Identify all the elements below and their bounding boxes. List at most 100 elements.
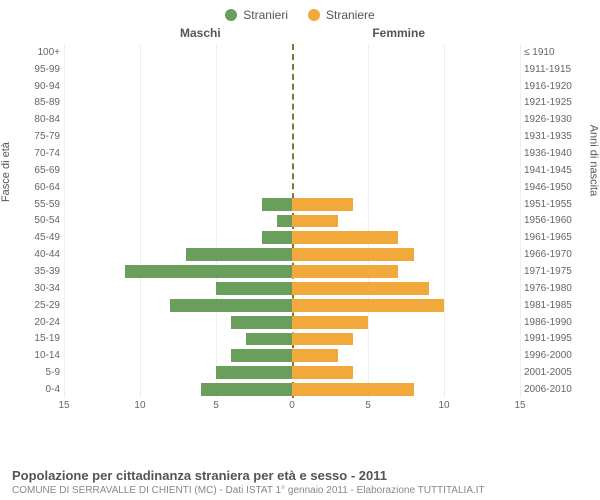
- chart-row: 5-92001-2005: [64, 364, 520, 381]
- chart-row: 75-791931-1935: [64, 128, 520, 145]
- legend-item-female: Straniere: [308, 8, 375, 22]
- chart-row: 70-741936-1940: [64, 145, 520, 162]
- swatch-male: [225, 9, 237, 21]
- bar-female: [292, 265, 398, 278]
- female-half: [292, 145, 520, 162]
- bar-male: [262, 198, 292, 211]
- male-half: [64, 246, 292, 263]
- female-half: [292, 297, 520, 314]
- bar-female: [292, 215, 338, 228]
- x-tick: 15: [58, 400, 69, 411]
- bar-male: [216, 282, 292, 295]
- birth-year-label: 1991-1995: [524, 333, 580, 344]
- chart-row: 55-591951-1955: [64, 196, 520, 213]
- chart-row: 45-491961-1965: [64, 229, 520, 246]
- female-half: [292, 381, 520, 398]
- birth-year-label: 1996-2000: [524, 350, 580, 361]
- male-half: [64, 179, 292, 196]
- chart: Maschi Femmine Fasce di età Anni di nasc…: [20, 26, 580, 426]
- female-half: [292, 246, 520, 263]
- female-half: [292, 229, 520, 246]
- bar-male: [246, 333, 292, 346]
- birth-year-label: 1926-1930: [524, 114, 580, 125]
- male-half: [64, 128, 292, 145]
- x-tick: 15: [514, 400, 525, 411]
- x-axis: 15105051015: [64, 400, 520, 414]
- male-half: [64, 263, 292, 280]
- chart-row: 60-641946-1950: [64, 179, 520, 196]
- female-half: [292, 314, 520, 331]
- legend-label-male: Stranieri: [243, 8, 288, 22]
- birth-year-label: 2001-2005: [524, 367, 580, 378]
- x-tick: 10: [438, 400, 449, 411]
- female-half: [292, 280, 520, 297]
- bar-male: [186, 248, 292, 261]
- age-label: 55-59: [20, 199, 60, 210]
- legend-item-male: Stranieri: [225, 8, 288, 22]
- male-half: [64, 145, 292, 162]
- female-half: [292, 347, 520, 364]
- chart-row: 95-991911-1915: [64, 61, 520, 78]
- bar-female: [292, 349, 338, 362]
- age-label: 25-29: [20, 300, 60, 311]
- age-label: 10-14: [20, 350, 60, 361]
- birth-year-label: 1921-1925: [524, 97, 580, 108]
- female-half: [292, 263, 520, 280]
- birth-year-label: 1931-1935: [524, 131, 580, 142]
- bar-female: [292, 333, 353, 346]
- female-half: [292, 111, 520, 128]
- male-half: [64, 297, 292, 314]
- male-half: [64, 44, 292, 61]
- female-half: [292, 162, 520, 179]
- bar-female: [292, 366, 353, 379]
- bar-male: [231, 349, 292, 362]
- male-half: [64, 314, 292, 331]
- birth-year-label: 1981-1985: [524, 300, 580, 311]
- age-label: 50-54: [20, 215, 60, 226]
- age-label: 70-74: [20, 148, 60, 159]
- age-label: 85-89: [20, 97, 60, 108]
- x-tick: 5: [365, 400, 371, 411]
- birth-year-label: 1971-1975: [524, 266, 580, 277]
- female-half: [292, 196, 520, 213]
- y-axis-label-right: Anni di nascita: [588, 125, 600, 197]
- chart-row: 65-691941-1945: [64, 162, 520, 179]
- male-half: [64, 95, 292, 112]
- age-label: 40-44: [20, 249, 60, 260]
- birth-year-label: 1946-1950: [524, 182, 580, 193]
- birth-year-label: 1941-1945: [524, 165, 580, 176]
- footer-title: Popolazione per cittadinanza straniera p…: [12, 468, 588, 483]
- chart-row: 25-291981-1985: [64, 297, 520, 314]
- female-half: [292, 61, 520, 78]
- bar-male: [170, 299, 292, 312]
- bar-female: [292, 231, 398, 244]
- legend: Stranieri Straniere: [0, 0, 600, 26]
- female-half: [292, 44, 520, 61]
- age-label: 15-19: [20, 333, 60, 344]
- male-half: [64, 381, 292, 398]
- plot-area: 100+≤ 191095-991911-191590-941916-192085…: [64, 44, 520, 398]
- age-label: 5-9: [20, 367, 60, 378]
- birth-year-label: 1966-1970: [524, 249, 580, 260]
- female-half: [292, 364, 520, 381]
- female-half: [292, 179, 520, 196]
- legend-label-female: Straniere: [326, 8, 375, 22]
- bar-female: [292, 198, 353, 211]
- bar-female: [292, 316, 368, 329]
- female-half: [292, 213, 520, 230]
- female-half: [292, 331, 520, 348]
- chart-row: 50-541956-1960: [64, 213, 520, 230]
- male-half: [64, 347, 292, 364]
- bar-female: [292, 299, 444, 312]
- age-label: 95-99: [20, 64, 60, 75]
- birth-year-label: 2006-2010: [524, 384, 580, 395]
- male-half: [64, 280, 292, 297]
- male-half: [64, 213, 292, 230]
- birth-year-label: ≤ 1910: [524, 47, 580, 58]
- birth-year-label: 1956-1960: [524, 215, 580, 226]
- age-label: 60-64: [20, 182, 60, 193]
- bar-male: [277, 215, 292, 228]
- age-label: 75-79: [20, 131, 60, 142]
- male-half: [64, 331, 292, 348]
- age-label: 45-49: [20, 232, 60, 243]
